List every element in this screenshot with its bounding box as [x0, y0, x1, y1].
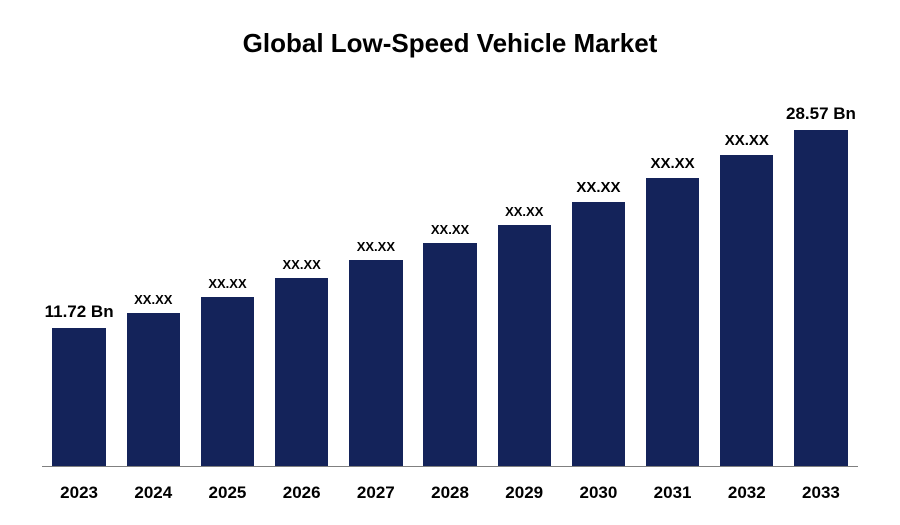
x-axis-label: 2023	[42, 483, 116, 503]
x-axis-label: 2025	[190, 483, 264, 503]
bar-slot: XX.XX	[413, 90, 487, 466]
bar-slot: XX.XX	[710, 90, 784, 466]
x-axis-label: 2033	[784, 483, 858, 503]
bar	[275, 278, 328, 466]
bar	[720, 155, 773, 466]
bar	[423, 243, 476, 466]
chart-title: Global Low-Speed Vehicle Market	[0, 0, 900, 59]
bar	[572, 202, 625, 466]
x-axis-label: 2029	[487, 483, 561, 503]
bar-slot: XX.XX	[339, 90, 413, 466]
chart-plot-area: 11.72 BnXX.XXXX.XXXX.XXXX.XXXX.XXXX.XXXX…	[42, 90, 858, 467]
bar-slot: 28.57 Bn	[784, 90, 858, 466]
x-axis-label: 2027	[339, 483, 413, 503]
x-axis-label: 2028	[413, 483, 487, 503]
bar-value-label: 28.57 Bn	[769, 104, 873, 124]
x-axis-label: 2031	[636, 483, 710, 503]
bar-slot: XX.XX	[190, 90, 264, 466]
bar-slot: XX.XX	[265, 90, 339, 466]
x-axis-labels: 2023202420252026202720282029203020312032…	[42, 483, 858, 503]
bars-container: 11.72 BnXX.XXXX.XXXX.XXXX.XXXX.XXXX.XXXX…	[42, 90, 858, 467]
bar	[646, 178, 699, 466]
bar	[794, 130, 847, 466]
bar-slot: XX.XX	[487, 90, 561, 466]
bar	[201, 297, 254, 466]
x-axis-label: 2026	[265, 483, 339, 503]
bar	[52, 328, 105, 466]
bar	[127, 313, 180, 466]
bar-slot: 11.72 Bn	[42, 90, 116, 466]
x-axis-label: 2024	[116, 483, 190, 503]
x-axis-label: 2030	[561, 483, 635, 503]
bar-slot: XX.XX	[561, 90, 635, 466]
bar	[349, 260, 402, 466]
x-axis-label: 2032	[710, 483, 784, 503]
bar	[498, 225, 551, 466]
